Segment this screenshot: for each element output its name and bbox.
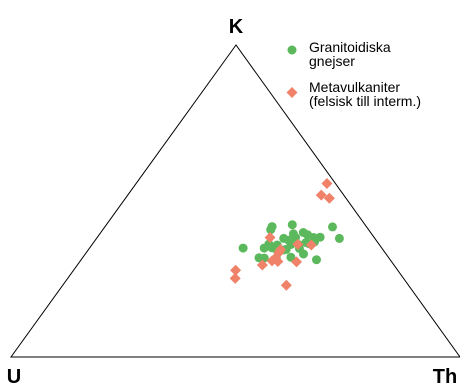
granitoid-point (286, 239, 296, 249)
metavolcanic-point (315, 189, 327, 201)
legend-label-line: (felsisk till interm.) (309, 93, 421, 109)
granitoid-point (315, 232, 325, 242)
granitoid-point (303, 230, 312, 240)
granitoid-point (328, 222, 337, 232)
metavolcanic-point (264, 232, 276, 244)
legend-item-granitoid: Granitoidiska gnejser (287, 39, 391, 69)
legend-label-line: Granitoidiska (309, 39, 391, 55)
vertex-label-left: U (7, 366, 21, 387)
granitoid-point (288, 229, 298, 239)
metavolcanic-point (229, 272, 241, 284)
metavolcanic-point (321, 178, 333, 190)
granitoid-point (286, 252, 296, 262)
data-points (229, 178, 344, 291)
metavolcanic-point (272, 256, 284, 268)
legend-marker-diamond (286, 87, 298, 98)
metavolcanic-point (290, 256, 302, 268)
vertex-label-right: Th (433, 366, 457, 387)
legend: Granitoidiska gnejser Metavulkaniter (fe… (286, 39, 421, 109)
legend-label-line: gnejser (309, 53, 355, 69)
granitoid-point (334, 233, 344, 243)
metavolcanic-point (280, 279, 292, 291)
metavolcanic-point (323, 192, 335, 204)
granitoid-point (259, 243, 269, 253)
metavolcanic-point (305, 239, 317, 251)
metavolcanic-point (256, 259, 268, 271)
metavolcanic-point (292, 238, 304, 250)
granitoid-point (254, 253, 264, 263)
legend-item-metavolcanic: Metavulkaniter (felsisk till interm.) (286, 79, 421, 109)
granitoid-point (287, 220, 297, 230)
ternary-frame (10, 44, 460, 358)
granitoid-point (312, 255, 321, 265)
granitoid-point (266, 225, 276, 235)
granitoid-point (238, 243, 248, 253)
legend-label-line: Metavulkaniter (309, 79, 400, 95)
legend-marker-circle (287, 45, 297, 55)
metavolcanic-point (273, 246, 285, 258)
metavolcanic-point (230, 264, 242, 276)
vertex-label-top: K (229, 16, 244, 38)
